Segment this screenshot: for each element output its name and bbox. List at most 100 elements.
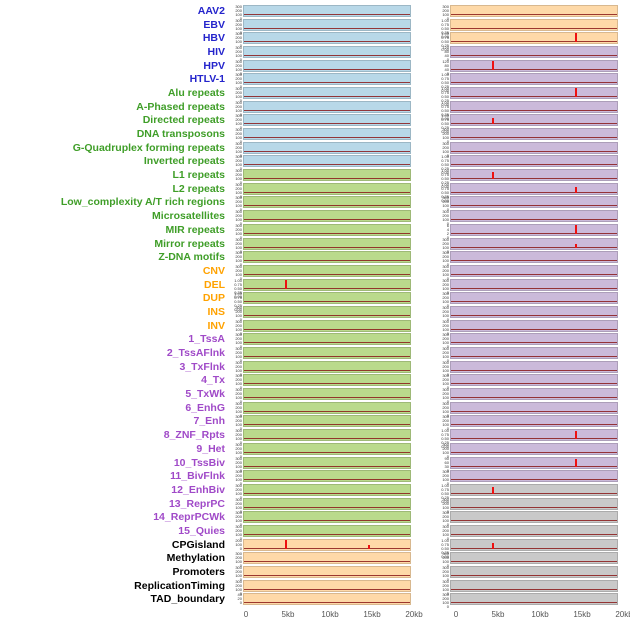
column-gap — [411, 380, 435, 381]
signal-baseline — [244, 205, 410, 207]
y-axis-ticks-right: 1.00 0.75 0.50 0.25 0.00 — [435, 32, 450, 52]
y-tick-label: 200 — [235, 308, 242, 314]
y-tick-label: 200 — [442, 144, 449, 150]
signal-baseline — [451, 273, 617, 275]
y-tick-label: 200 — [442, 295, 449, 301]
y-tick-label: 300 — [235, 318, 242, 324]
y-tick-label: 200 — [442, 582, 449, 588]
track-panel-right — [450, 278, 618, 291]
y-tick-label: 300 — [235, 72, 242, 78]
y-tick-label: 300 — [442, 291, 449, 297]
y-tick-label: 0.75 — [441, 35, 449, 41]
track-panel-left — [243, 141, 411, 154]
y-tick-label: 0 — [239, 193, 242, 199]
track-row: L2 repeats 300 200 100 0 1.00 0.75 0.50 0.25 0.00 — [0, 182, 630, 202]
track-panel-right — [450, 264, 618, 277]
y-tick-label: 200 — [235, 240, 242, 246]
y-tick-label: 300 — [442, 565, 449, 571]
column-gap — [411, 530, 435, 531]
track-panel-right — [450, 18, 618, 31]
column-gap — [411, 394, 435, 395]
y-tick-label: 0.75 — [441, 541, 449, 547]
y-axis-ticks-right: 300 200 100 0 — [435, 4, 450, 20]
y-tick-label: 300 — [235, 236, 242, 242]
y-tick-label: 200 — [235, 117, 242, 123]
track-row: HBV 300 200 100 0 1.00 0.75 0.50 0.25 0.00 — [0, 31, 630, 52]
y-tick-label: 0 — [239, 221, 242, 227]
y-axis-ticks-right: 1.00 0.75 0.50 0.25 0.00 — [435, 169, 450, 189]
y-tick-label: 200 — [442, 322, 449, 328]
y-axis-ticks-left: 300 200 100 0 — [228, 32, 243, 48]
x-tick-label: 20kb — [615, 610, 630, 620]
y-axis-ticks-right: 300 200 100 0 — [435, 593, 450, 609]
y-tick-label: 30 — [444, 463, 449, 469]
y-tick-label: 300 — [442, 332, 449, 338]
row-label: HPV — [203, 59, 225, 72]
row-label: HBV — [202, 32, 225, 45]
y-tick-label: 0 — [446, 453, 449, 459]
track-panel-left — [243, 456, 411, 469]
y-axis-ticks-left: 200 100 0 — [228, 538, 243, 551]
track-panel-right — [450, 566, 618, 579]
y-tick-label: 100 — [235, 121, 242, 127]
row-label: EBV — [203, 18, 225, 31]
track-row: Directed repeats 300 200 100 0 1.00 0.75 0.50 0.… — [0, 114, 630, 134]
row-label: Mirror repeats — [154, 237, 225, 250]
y-tick-label: 0.25 — [441, 125, 449, 131]
signal-spike — [574, 88, 577, 97]
column-gap — [411, 353, 435, 354]
y-tick-label: 0 — [446, 481, 449, 487]
track-row: MIR repeats 300 200 100 0 6 4 2 0 — [0, 223, 630, 239]
row-label: Alu repeats — [167, 86, 225, 99]
y-tick-label: 300 — [235, 496, 242, 502]
y-tick-label: 300 — [235, 3, 242, 9]
y-tick-label: 200 — [235, 459, 242, 465]
signal-baseline — [451, 533, 617, 535]
y-tick-label: 200 — [235, 62, 242, 68]
y-tick-label: 0 — [239, 440, 242, 446]
y-tick-label: 300 — [442, 318, 449, 324]
y-tick-label: 300 — [235, 523, 242, 529]
track-panel-left — [243, 538, 411, 551]
y-tick-label: 0 — [446, 412, 449, 418]
y-tick-label: 0 — [239, 545, 242, 551]
y-tick-label: 100 — [235, 148, 242, 154]
y-axis-ticks-right: 300 200 100 0 — [435, 470, 450, 486]
y-tick-label: 0 — [446, 535, 449, 541]
y-tick-label: 0.00 — [441, 115, 449, 121]
track-row: 4_Tx 300 200 100 0 300 200 100 0 — [0, 374, 630, 390]
y-tick-label: 0.25 — [441, 494, 449, 500]
track-panel-left — [243, 114, 411, 127]
track-panel-left — [243, 470, 411, 483]
y-tick-label: 0.00 — [441, 498, 449, 504]
y-tick-label: 0.50 — [441, 107, 449, 113]
y-axis-ticks-left: 300 200 100 0 — [228, 196, 243, 212]
y-tick-label: 0 — [446, 371, 449, 377]
column-gap — [411, 229, 435, 230]
y-tick-label: 0.75 — [441, 172, 449, 178]
y-tick-label: 200 — [442, 7, 449, 13]
track-panel-left — [243, 251, 411, 264]
y-tick-label: 0 — [446, 522, 449, 528]
y-tick-label: 100 — [442, 518, 449, 524]
y-axis-ticks-left: 300 200 100 0 — [228, 523, 243, 540]
y-tick-label: 2 — [446, 230, 449, 236]
y-tick-label: 0 — [239, 344, 242, 350]
track-panel-left — [243, 401, 411, 414]
y-tick-label: 1.00 — [234, 291, 242, 297]
row-label: Microsatellites — [152, 210, 225, 223]
track-row: Low_complexity A/T rich regions 300 200 100… — [0, 196, 630, 212]
signal-baseline — [244, 123, 410, 125]
y-axis-ticks-left: 300 200 100 0 — [228, 236, 243, 253]
y-axis-ticks-left: 300 200 100 0 — [228, 442, 243, 458]
signal-baseline — [451, 356, 617, 358]
y-tick-label: 200 — [235, 569, 242, 575]
y-axis-ticks-left: 40 20 0 — [228, 593, 243, 605]
column-gap — [411, 38, 435, 39]
y-axis-ticks-right: 300 200 100 0 — [435, 347, 450, 363]
row-label: 8_ZNF_Rpts — [163, 429, 225, 442]
y-tick-label: 100 — [235, 573, 242, 579]
row-label: Inverted repeats — [143, 155, 225, 168]
track-panel-right — [450, 237, 618, 250]
signal-baseline — [244, 383, 410, 385]
